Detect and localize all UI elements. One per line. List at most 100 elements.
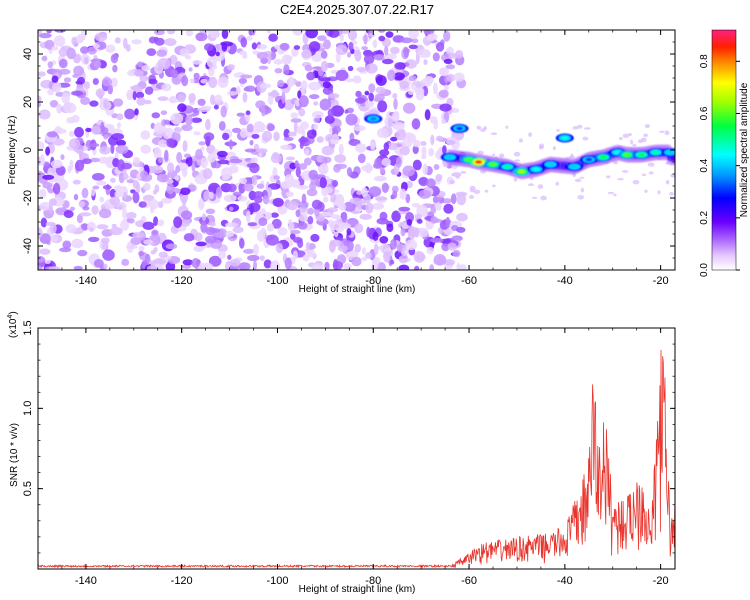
noise-blob [322,81,332,89]
bottom-x-axis-label: Height of straight line (km) [299,584,416,595]
noise-blob [79,201,86,207]
noise-blob [244,148,257,153]
noise-blob [310,233,320,242]
noise-blob [87,221,96,232]
noise-blob [246,123,254,133]
noise-blob [245,110,251,116]
noise-blob [102,249,115,261]
noise-blob [110,142,115,154]
y-scale-multiplier: (x104) [7,311,19,338]
noise-blob [399,146,410,156]
noise-blob [175,165,181,173]
noise-blob [393,72,405,81]
noise-blob [99,146,111,155]
noise-blob [220,105,227,118]
signal-peak [489,162,497,167]
noise-blob [333,163,341,173]
noise-blob [555,181,560,186]
noise-blob [194,232,203,242]
noise-blob [311,263,323,270]
noise-blob [121,258,130,266]
noise-blob [204,43,214,52]
noise-blob [292,237,303,243]
noise-blob [617,178,624,181]
y-tick-label: -20 [22,190,34,206]
noise-blob [39,201,52,211]
noise-blob [390,136,398,142]
noise-blob [490,132,498,135]
noise-blob [150,165,164,174]
noise-blob [71,90,84,96]
noise-blob [483,126,488,130]
noise-blob [116,113,124,121]
noise-blob [343,263,352,270]
noise-blob [52,182,61,195]
x-tick-label: -60 [461,575,477,587]
noise-blob [361,247,366,255]
noise-blob [179,48,190,57]
noise-blob [60,154,65,161]
noise-blob [368,83,376,93]
noise-blob [406,219,413,226]
noise-blob [82,206,90,211]
noise-blob [405,212,415,223]
noise-blob [131,39,142,45]
noise-blob [290,112,299,119]
noise-blob [322,196,329,203]
noise-blob [51,75,59,83]
noise-blob [669,192,674,196]
noise-blob [353,125,366,132]
noise-blob [405,193,411,204]
noise-blob [217,159,230,165]
noise-blob [256,183,265,189]
noise-blob [338,202,347,211]
x-tick-label: -20 [653,575,669,587]
noise-blob [330,220,342,231]
noise-blob [63,102,77,114]
noise-blob [81,187,89,199]
noise-blob [174,175,180,181]
x-tick-label: -120 [171,575,193,587]
noise-blob [574,178,582,183]
x-tick-label: -20 [653,275,669,287]
noise-blob [552,146,557,151]
noise-blob [648,171,654,175]
noise-blob [351,256,362,267]
noise-blob [399,37,413,44]
noise-blob [430,116,438,124]
noise-blob [354,223,364,234]
noise-blob [39,248,51,255]
noise-blob [319,98,331,111]
noise-blob [268,33,278,42]
noise-blob [453,72,465,82]
noise-blob [383,251,391,263]
noise-blob [408,44,418,50]
noise-blob [330,193,337,203]
noise-blob [274,68,283,74]
noise-blob [208,255,222,267]
noise-blob [365,202,374,214]
noise-blob [197,98,206,106]
noise-blob [240,74,253,79]
noise-blob [416,254,426,261]
noise-blob [192,77,200,84]
noise-blob [151,112,161,119]
noise-blob [290,118,302,123]
signal-peak [475,160,483,164]
colorbar-ticks: 0.0 0.2 0.4 0.6 0.8 [699,54,740,277]
noise-blob [347,52,351,58]
y-tick-label: 0 [22,147,34,153]
noise-blob [428,147,434,157]
noise-blob [456,226,466,233]
noise-blob [45,146,50,156]
x-tick-label: -100 [266,575,288,587]
noise-blob [301,50,312,59]
noise-blob [305,241,310,251]
noise-blob [200,157,208,169]
noise-blob [284,257,292,270]
noise-blob [422,163,428,175]
noise-blob [208,76,218,88]
noise-blob [198,198,205,211]
noise-blob [307,216,314,225]
